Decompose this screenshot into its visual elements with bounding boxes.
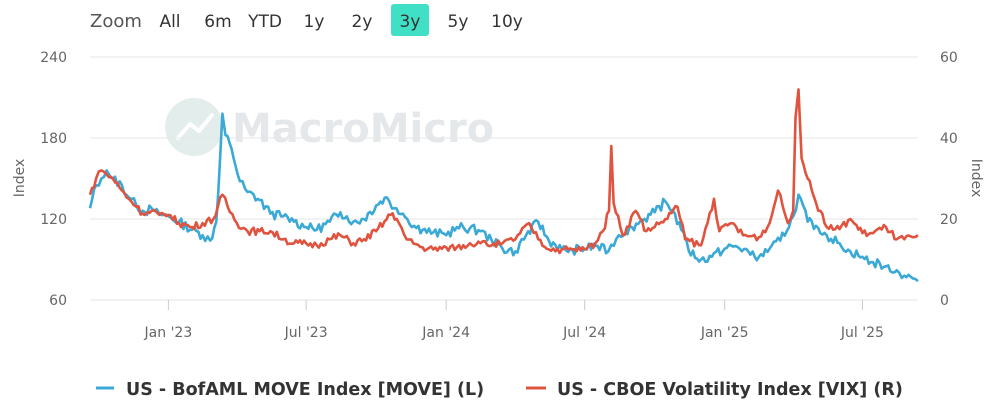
y-left-tick-label: 240	[40, 50, 67, 66]
x-tick-label: Jul '25	[840, 325, 884, 341]
x-tick-label: Jan '25	[700, 325, 749, 341]
x-tick-label: Jul '24	[562, 325, 606, 341]
y-right-tick-label: 60	[940, 50, 958, 66]
legend: US - BofAML MOVE Index [MOVE] (L) US - C…	[96, 380, 903, 400]
y-left-tick-label: 180	[40, 131, 67, 147]
range-toolbar: Zoom All 6m YTD 1y 2y 3y 5y 10y	[90, 4, 532, 36]
y-right-tick-label: 20	[940, 212, 958, 228]
watermark: MacroMicro	[165, 98, 494, 156]
range-button-10y[interactable]: 10y	[483, 4, 532, 36]
series-layer	[88, 88, 919, 283]
legend-item-vix[interactable]: US - CBOE Volatility Index [VIX] (R)	[526, 380, 903, 400]
range-button-label: 2y	[352, 12, 373, 32]
range-button-label: 6m	[204, 12, 231, 32]
x-tick-label: Jul '23	[284, 325, 328, 341]
x-axis: Jan '23 Jul '23 Jan '24 Jul '24 Jan '25 Jul '…	[144, 300, 884, 341]
y-axis-right: 0 20 40 60	[940, 50, 958, 309]
range-button-label: 5y	[448, 12, 469, 32]
zoom-label: Zoom	[90, 11, 142, 32]
range-button-3y[interactable]: 3y	[391, 4, 429, 36]
range-button-ytd[interactable]: YTD	[241, 4, 290, 36]
y-axis-left-title: Index	[12, 159, 28, 198]
range-button-label: 1y	[304, 12, 325, 32]
watermark-trend-icon	[176, 113, 214, 140]
y-right-tick-label: 0	[940, 293, 949, 309]
y-right-tick-label: 40	[940, 131, 958, 147]
y-left-tick-label: 60	[49, 293, 67, 309]
legend-label-vix: US - CBOE Volatility Index [VIX] (R)	[557, 380, 903, 400]
y-axis-right-title: Index	[968, 159, 984, 198]
range-button-1y[interactable]: 1y	[295, 4, 333, 36]
y-axis-left: 60 120 180 240	[40, 50, 67, 309]
x-tick-label: Jan '24	[421, 325, 470, 341]
range-button-label: YTD	[247, 12, 282, 32]
range-button-6m[interactable]: 6m	[199, 4, 237, 36]
x-tick-label: Jan '23	[144, 325, 193, 341]
range-button-label: 10y	[491, 12, 523, 32]
legend-item-move[interactable]: US - BofAML MOVE Index [MOVE] (L)	[96, 380, 484, 400]
range-button-5y[interactable]: 5y	[439, 4, 477, 36]
watermark-text: MacroMicro	[232, 106, 494, 152]
series-line-move	[88, 112, 919, 283]
range-button-all[interactable]: All	[146, 4, 195, 36]
range-button-2y[interactable]: 2y	[343, 4, 381, 36]
legend-label-move: US - BofAML MOVE Index [MOVE] (L)	[126, 380, 484, 400]
y-left-tick-label: 120	[40, 212, 67, 228]
range-button-label: All	[159, 12, 180, 32]
series-line-vix	[88, 88, 919, 255]
range-button-bg	[391, 4, 429, 36]
range-button-label: 3y	[400, 12, 421, 32]
